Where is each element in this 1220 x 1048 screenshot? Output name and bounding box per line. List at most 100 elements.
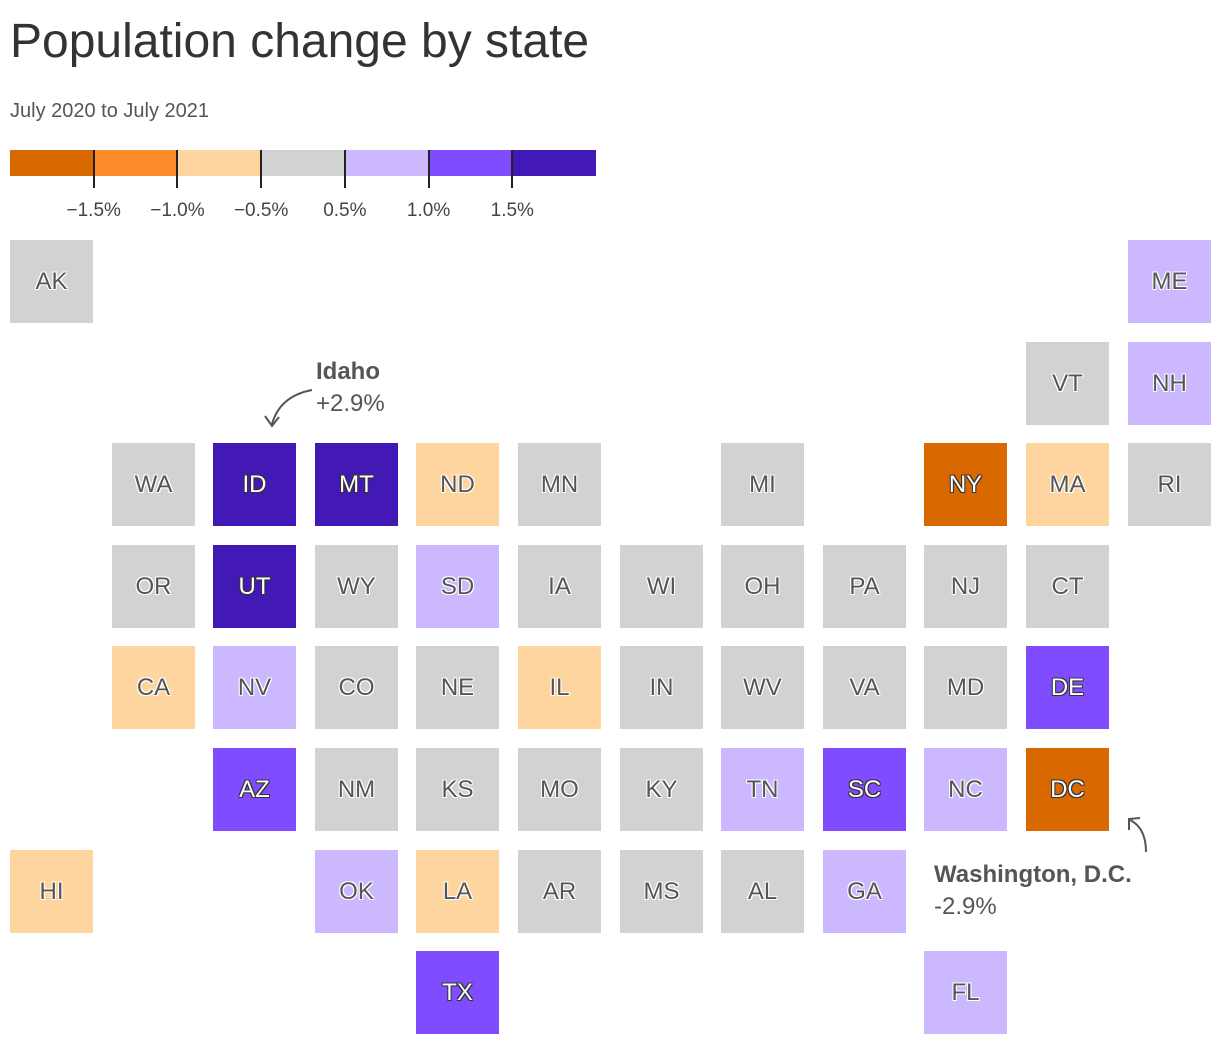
state-label: MN (540, 470, 579, 498)
state-tile-nv: NV (213, 646, 296, 729)
dc-arrow-icon (1128, 817, 1147, 853)
legend-tick (176, 150, 179, 188)
state-label: OH (744, 572, 781, 600)
state-label: VA (849, 673, 880, 701)
state-label: WI (646, 572, 677, 600)
state-label: CA (136, 673, 171, 701)
state-label: IA (548, 572, 571, 600)
state-label: SD (440, 572, 475, 600)
state-tile-vt: VT (1026, 342, 1109, 425)
state-tile-ks: KS (416, 748, 499, 831)
state-tile-wi: WI (620, 545, 703, 628)
state-label: NY (948, 470, 983, 498)
state-tile-sc: SC (823, 748, 906, 831)
idaho-annotation-value: +2.9% (316, 390, 385, 417)
state-tile-pa: PA (823, 545, 906, 628)
state-label: CO (338, 673, 375, 701)
state-tile-ma: MA (1026, 443, 1109, 526)
state-label: VT (1052, 369, 1083, 397)
state-label: WA (134, 470, 173, 498)
legend-swatch (428, 150, 513, 176)
state-tile-mi: MI (721, 443, 804, 526)
state-label: MT (339, 470, 374, 498)
state-label: MS (643, 877, 680, 905)
state-tile-id: ID (213, 443, 296, 526)
state-label: NV (237, 673, 272, 701)
legend-tick (343, 150, 346, 188)
state-tile-az: AZ (213, 748, 296, 831)
state-tile-wv: WV (721, 646, 804, 729)
state-label: ND (440, 470, 475, 498)
chart-title: Population change by state (10, 15, 590, 68)
state-label: PA (849, 572, 880, 600)
state-label: LA (442, 877, 473, 905)
state-label: TN (746, 775, 779, 803)
state-tile-il: IL (518, 646, 601, 729)
state-tile-ak: AK (10, 240, 93, 323)
state-label: NH (1152, 369, 1187, 397)
state-tile-ar: AR (518, 850, 601, 933)
legend-swatch (177, 150, 262, 176)
state-label: OK (339, 877, 374, 905)
state-label: RI (1157, 470, 1182, 498)
state-tile-ky: KY (620, 748, 703, 831)
state-label: TX (442, 978, 473, 1006)
state-label: NE (440, 673, 475, 701)
state-label: MD (946, 673, 985, 701)
state-tile-md: MD (924, 646, 1007, 729)
state-label: NJ (950, 572, 981, 600)
state-tile-nd: ND (416, 443, 499, 526)
state-label: AL (747, 877, 778, 905)
state-tile-in: IN (620, 646, 703, 729)
state-label: IL (549, 673, 570, 701)
state-tile-nm: NM (315, 748, 398, 831)
state-tile-ms: MS (620, 850, 703, 933)
state-tile-ok: OK (315, 850, 398, 933)
state-tile-mt: MT (315, 443, 398, 526)
legend-swatch (10, 150, 95, 176)
legend-swatch (344, 150, 430, 176)
state-label: UT (238, 572, 271, 600)
state-label: HI (39, 877, 64, 905)
state-label: SC (847, 775, 882, 803)
state-label: MI (749, 470, 776, 498)
state-tile-sd: SD (416, 545, 499, 628)
state-label: WY (337, 572, 376, 600)
state-tile-mn: MN (518, 443, 601, 526)
state-tile-co: CO (315, 646, 398, 729)
legend-swatch (512, 150, 597, 176)
state-label: WV (743, 673, 782, 701)
legend-tick (511, 150, 514, 188)
state-label: AK (35, 267, 68, 295)
state-tile-ri: RI (1128, 443, 1211, 526)
state-tile-tn: TN (721, 748, 804, 831)
state-label: MO (540, 775, 579, 803)
state-tile-nj: NJ (924, 545, 1007, 628)
state-tile-al: AL (721, 850, 804, 933)
legend-tick-label: −0.5% (233, 200, 289, 221)
state-tile-ny: NY (924, 443, 1007, 526)
legend-tick-label: 1.5% (490, 200, 534, 221)
state-tile-va: VA (823, 646, 906, 729)
state-tile-de: DE (1026, 646, 1109, 729)
idaho-annotation: Idaho +2.9% (316, 356, 385, 420)
state-tile-ut: UT (213, 545, 296, 628)
state-tile-ct: CT (1026, 545, 1109, 628)
state-label: CT (1051, 572, 1084, 600)
idaho-arrow-icon (264, 389, 313, 428)
state-tile-ga: GA (823, 850, 906, 933)
state-tile-me: ME (1128, 240, 1211, 323)
state-label: KS (441, 775, 474, 803)
state-tile-ca: CA (112, 646, 195, 729)
state-tile-hi: HI (10, 850, 93, 933)
state-tile-nc: NC (924, 748, 1007, 831)
dc-annotation: Washington, D.C. -2.9% (934, 859, 1132, 923)
chart-subtitle: July 2020 to July 2021 (10, 100, 210, 122)
state-tile-ia: IA (518, 545, 601, 628)
state-label: ID (242, 470, 267, 498)
state-label: IN (649, 673, 674, 701)
state-tile-nh: NH (1128, 342, 1211, 425)
state-label: ME (1151, 267, 1188, 295)
state-tile-ne: NE (416, 646, 499, 729)
